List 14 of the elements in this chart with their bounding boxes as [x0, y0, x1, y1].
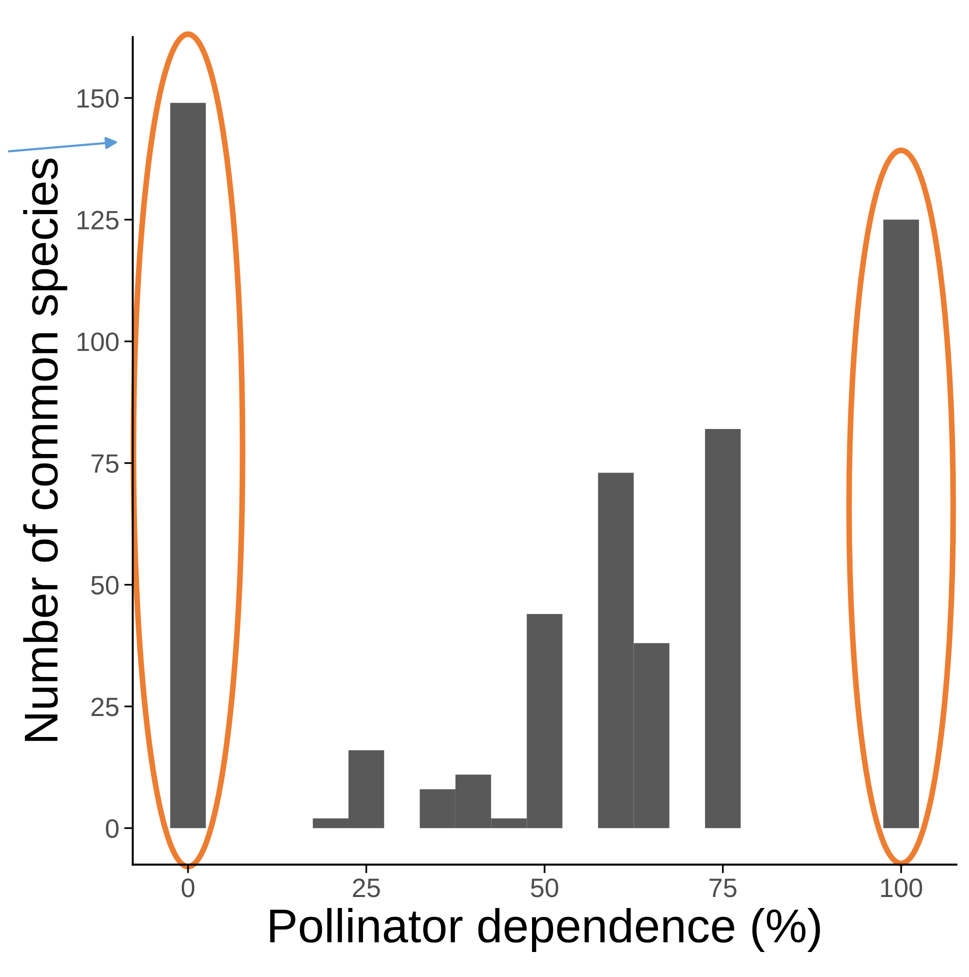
y-tick-label: 75: [92, 454, 118, 473]
y-axis-title: Number of common species: [23, 158, 68, 741]
x-axis-title: Pollinator dependence (%): [270, 908, 820, 952]
x-tick-label: 75: [710, 878, 736, 898]
x-tick-label: 25: [352, 878, 380, 898]
y-tick-label: 50: [91, 576, 119, 595]
x-tick-label: 100: [881, 878, 922, 898]
y-tick-label: 125: [78, 210, 118, 230]
y-tick-label: 100: [78, 332, 119, 352]
y-tick-label: 25: [92, 698, 118, 716]
y-tick-label: 0: [106, 819, 119, 838]
x-tick-label: 50: [530, 878, 558, 898]
x-tick-label: 0: [182, 878, 194, 898]
y-tick-label: 150: [78, 89, 119, 108]
